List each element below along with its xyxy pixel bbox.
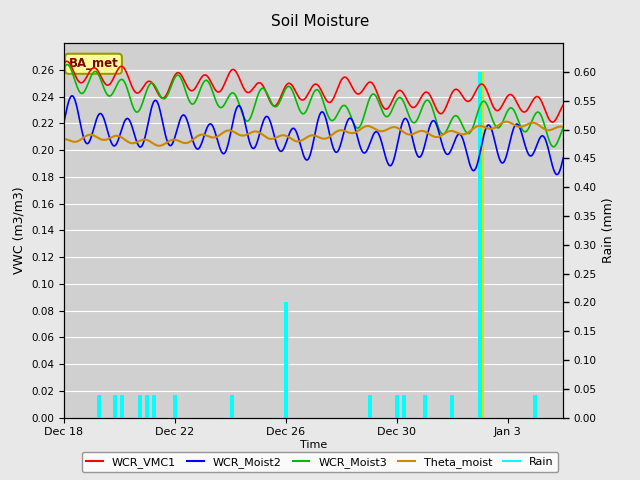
Bar [402,395,406,418]
Y-axis label: Rain (mm): Rain (mm) [602,198,615,263]
Bar [230,395,234,418]
Bar [368,395,372,418]
Bar [534,395,538,418]
Y-axis label: VWC (m3/m3): VWC (m3/m3) [13,187,26,274]
Bar [138,395,142,418]
Bar [395,395,399,418]
Bar [451,395,454,418]
Bar [120,395,124,418]
Bar [145,395,149,418]
Bar [479,72,484,418]
Legend: WCR_VMC1, WCR_Moist2, WCR_Moist3, Theta_moist, Rain: WCR_VMC1, WCR_Moist2, WCR_Moist3, Theta_… [82,452,558,472]
Bar [152,395,156,418]
Text: BA_met: BA_met [68,57,118,70]
Bar [97,395,100,418]
Bar [422,395,426,418]
Bar [284,302,288,418]
Bar [113,395,117,418]
Text: Soil Moisture: Soil Moisture [271,14,369,29]
Bar [173,395,177,418]
X-axis label: Time: Time [300,440,327,450]
Bar [478,72,482,418]
